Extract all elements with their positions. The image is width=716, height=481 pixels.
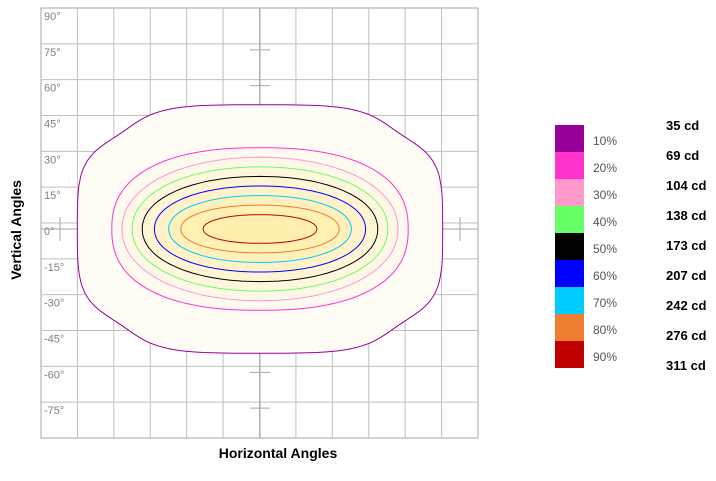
legend-swatch bbox=[555, 287, 584, 314]
legend-level-label: 70% bbox=[593, 296, 617, 310]
contour-line-80pct bbox=[180, 204, 340, 254]
contour-line-40pct bbox=[131, 166, 389, 292]
legend-swatch bbox=[555, 206, 584, 233]
y-tick-label: 75° bbox=[44, 47, 61, 59]
legend-intensity-label: 242 cd bbox=[666, 298, 707, 313]
legend-level-label: 60% bbox=[593, 269, 617, 283]
legend-swatch bbox=[555, 125, 584, 152]
legend-level-label: 30% bbox=[593, 188, 617, 202]
legend-intensity-label: 138 cd bbox=[666, 208, 707, 223]
legend-intensity-label: 311 cd bbox=[666, 358, 706, 373]
y-tick-label: 15° bbox=[44, 190, 61, 202]
contour-line-50pct bbox=[141, 175, 379, 283]
legend-level-label: 40% bbox=[593, 215, 617, 229]
legend-level-label: 80% bbox=[593, 323, 617, 337]
legend-swatch bbox=[555, 341, 584, 368]
contour-line-20pct bbox=[111, 147, 409, 311]
contour-line-90pct bbox=[202, 214, 318, 244]
y-tick-label: -15° bbox=[44, 262, 64, 274]
legend-intensity-label: 207 cd bbox=[666, 268, 707, 283]
legend-intensity-label: 276 cd bbox=[666, 328, 707, 343]
y-tick-label: -45° bbox=[44, 334, 64, 346]
legend-intensity-label: 104 cd bbox=[666, 178, 707, 193]
legend-intensity-label: 69 cd bbox=[666, 148, 699, 163]
legend-level-label: 90% bbox=[593, 350, 617, 364]
y-tick-label: -75° bbox=[44, 405, 64, 417]
y-tick-label: 90° bbox=[44, 11, 61, 23]
y-axis-title: Vertical Angles bbox=[8, 180, 24, 280]
contour-line-30pct bbox=[121, 156, 399, 302]
legend-level-label: 50% bbox=[593, 242, 617, 256]
legend-swatch bbox=[555, 179, 584, 206]
x-axis-title: Horizontal Angles bbox=[219, 445, 338, 461]
y-tick-label: -60° bbox=[44, 369, 64, 381]
legend-swatch bbox=[555, 260, 584, 287]
contour-line-10pct bbox=[76, 104, 444, 354]
legend-swatch bbox=[555, 314, 584, 341]
contour-lines bbox=[76, 104, 444, 354]
y-tick-label: -30° bbox=[44, 298, 64, 310]
legend-intensity-label: 35 cd bbox=[666, 118, 699, 133]
contour-fill-90pct bbox=[203, 214, 317, 244]
y-tick-label: 45° bbox=[44, 119, 61, 131]
y-tick-label: 60° bbox=[44, 83, 61, 95]
legend-swatch bbox=[555, 152, 584, 179]
legend-level-label: 20% bbox=[593, 161, 617, 175]
legend-intensity-label: 173 cd bbox=[666, 238, 707, 253]
y-tick-label: 30° bbox=[44, 154, 61, 166]
legend-swatch bbox=[555, 233, 584, 260]
y-tick-label: 0° bbox=[44, 226, 55, 238]
contour-line-70pct bbox=[168, 195, 352, 263]
legend: 10% 35 cd 20% 69 cd 30% 104 cd 40% 138 cd 50% 173… bbox=[555, 118, 707, 373]
legend-level-label: 10% bbox=[593, 134, 617, 148]
contour-line-60pct bbox=[153, 185, 367, 273]
